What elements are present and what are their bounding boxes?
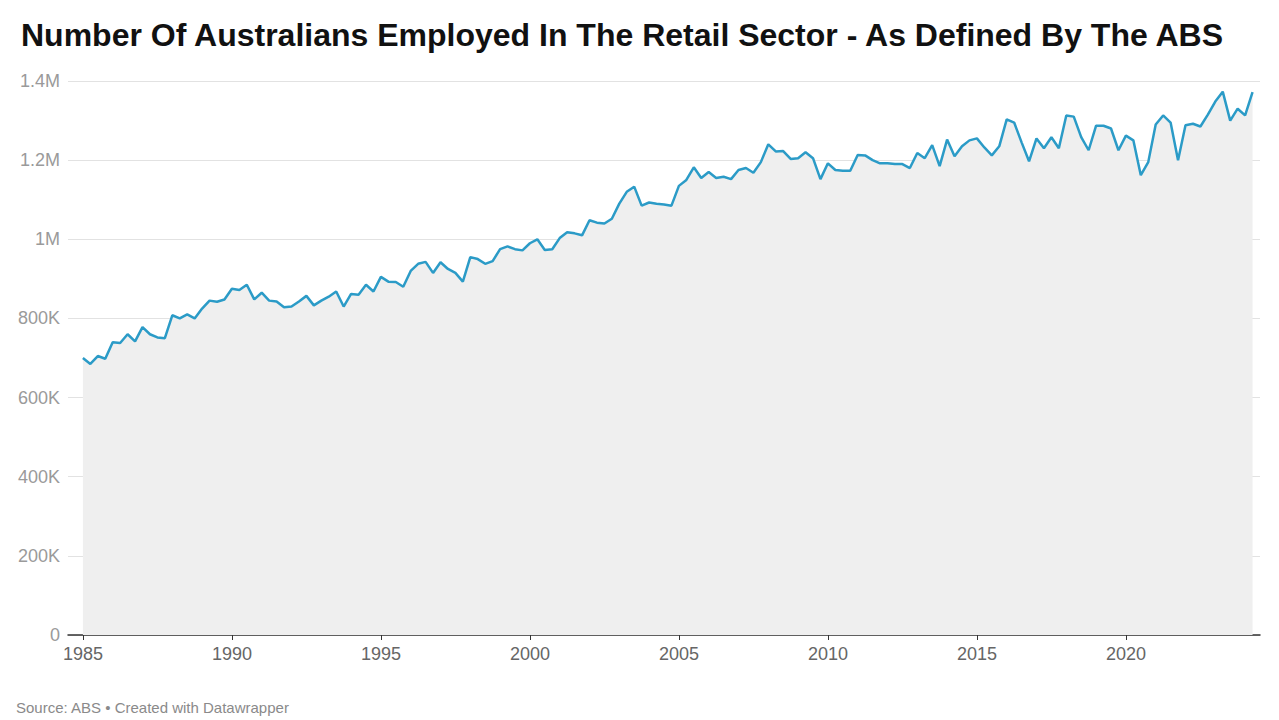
svg-text:2000: 2000 bbox=[510, 644, 550, 664]
svg-text:0: 0 bbox=[50, 625, 60, 645]
svg-text:800K: 800K bbox=[18, 308, 60, 328]
svg-text:Number Of Australians Employed: Number Of Australians Employed In The Re… bbox=[21, 17, 1223, 53]
svg-text:1.2M: 1.2M bbox=[20, 150, 60, 170]
svg-text:2010: 2010 bbox=[808, 644, 848, 664]
svg-text:600K: 600K bbox=[18, 388, 60, 408]
svg-text:1995: 1995 bbox=[361, 644, 401, 664]
svg-text:2005: 2005 bbox=[659, 644, 699, 664]
svg-text:1.4M: 1.4M bbox=[20, 71, 60, 91]
svg-text:200K: 200K bbox=[18, 546, 60, 566]
svg-text:1985: 1985 bbox=[63, 644, 103, 664]
svg-text:2015: 2015 bbox=[957, 644, 997, 664]
svg-text:2020: 2020 bbox=[1106, 644, 1146, 664]
svg-text:1M: 1M bbox=[35, 229, 60, 249]
svg-text:400K: 400K bbox=[18, 467, 60, 487]
svg-text:1990: 1990 bbox=[212, 644, 252, 664]
svg-text:Source: ABS • Created with Dat: Source: ABS • Created with Datawrapper bbox=[16, 699, 289, 716]
